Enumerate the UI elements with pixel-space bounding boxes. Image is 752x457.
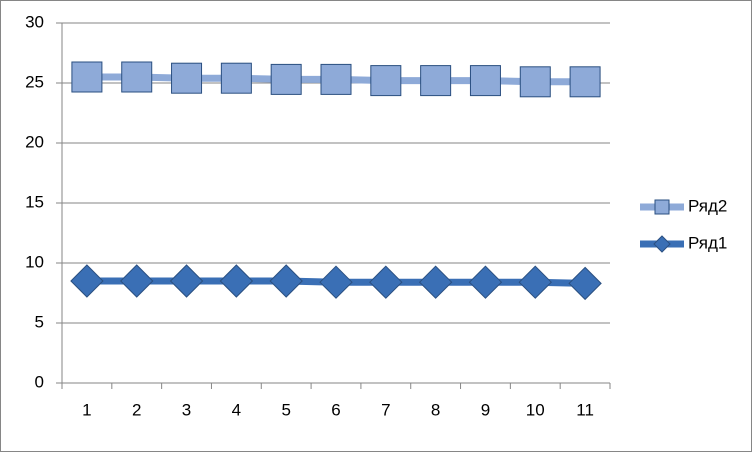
marker <box>121 61 153 93</box>
marker <box>518 265 552 299</box>
marker <box>468 265 503 299</box>
y-tick-label: 20 <box>25 132 44 151</box>
y-tick-label: 0 <box>35 372 44 391</box>
x-tick-label: 4 <box>232 400 241 419</box>
marker <box>269 264 303 298</box>
x-tick-label: 11 <box>576 400 594 419</box>
x-tick-label: 3 <box>182 400 191 419</box>
marker <box>420 65 452 97</box>
x-tick-label: 6 <box>331 400 340 419</box>
marker <box>653 235 671 253</box>
marker <box>568 266 602 301</box>
marker <box>70 264 104 298</box>
y-tick-label: 15 <box>25 192 44 211</box>
marker <box>220 62 252 94</box>
marker <box>654 199 670 215</box>
legend-label: Ряд1 <box>688 233 727 252</box>
y-tick-label: 10 <box>25 252 44 271</box>
marker <box>270 63 302 95</box>
y-tick-label: 25 <box>25 72 44 91</box>
legend-label: Ряд2 <box>688 196 727 215</box>
marker <box>519 66 551 98</box>
x-tick-label: 1 <box>82 400 91 419</box>
x-tick-label: 10 <box>526 400 545 419</box>
x-tick-label: 7 <box>381 400 390 419</box>
marker <box>370 65 402 97</box>
y-tick-label: 5 <box>35 312 44 331</box>
y-tick-label: 30 <box>25 12 44 31</box>
marker <box>120 264 154 298</box>
x-tick-label: 2 <box>132 400 141 419</box>
x-tick-label: 5 <box>281 400 290 419</box>
x-tick-label: 8 <box>431 400 440 419</box>
marker <box>569 66 601 98</box>
marker <box>71 61 103 93</box>
marker <box>418 265 453 299</box>
marker <box>369 265 403 299</box>
marker <box>219 264 254 298</box>
marker <box>320 63 352 95</box>
marker <box>171 62 203 94</box>
marker <box>319 265 353 299</box>
marker <box>469 65 501 97</box>
marker <box>169 264 204 298</box>
x-tick-label: 9 <box>481 400 490 419</box>
